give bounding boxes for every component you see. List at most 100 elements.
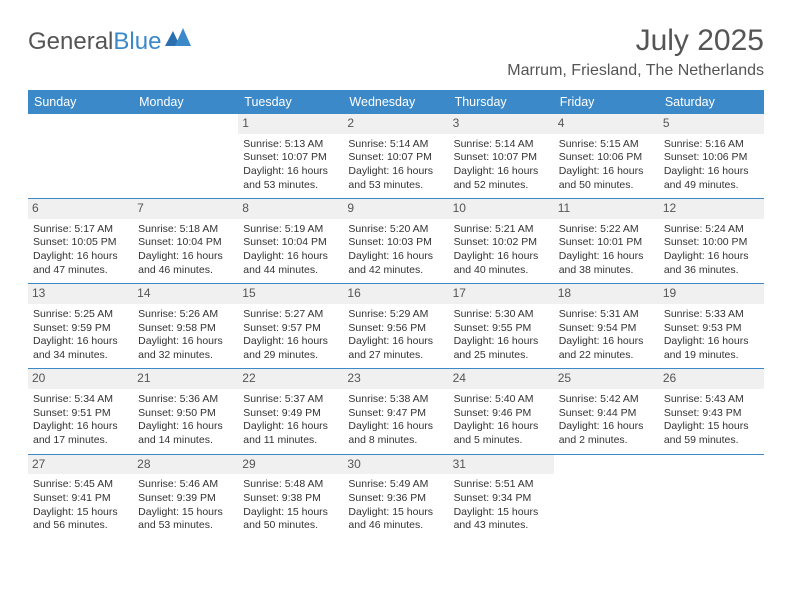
- daylight-text: Daylight: 16 hours: [243, 420, 338, 434]
- day-number: 13: [28, 284, 133, 304]
- sunrise-text: Sunrise: 5:19 AM: [243, 223, 338, 237]
- day-cell: 31Sunrise: 5:51 AMSunset: 9:34 PMDayligh…: [449, 455, 554, 539]
- sunrise-text: Sunrise: 5:38 AM: [348, 393, 443, 407]
- sunrise-text: Sunrise: 5:26 AM: [138, 308, 233, 322]
- sunrise-text: Sunrise: 5:14 AM: [454, 138, 549, 152]
- daylight-text: Daylight: 16 hours: [664, 250, 759, 264]
- day-number: 31: [449, 455, 554, 475]
- sunrise-text: Sunrise: 5:49 AM: [348, 478, 443, 492]
- sunrise-text: Sunrise: 5:25 AM: [33, 308, 128, 322]
- daylight-text: Daylight: 16 hours: [559, 420, 654, 434]
- sunrise-text: Sunrise: 5:45 AM: [33, 478, 128, 492]
- day-cell: 30Sunrise: 5:49 AMSunset: 9:36 PMDayligh…: [343, 455, 448, 539]
- sunrise-text: Sunrise: 5:33 AM: [664, 308, 759, 322]
- week-row: 20Sunrise: 5:34 AMSunset: 9:51 PMDayligh…: [28, 369, 764, 454]
- daylight-text: and 53 minutes.: [243, 179, 338, 193]
- daylight-text: and 19 minutes.: [664, 349, 759, 363]
- daylight-text: Daylight: 15 hours: [138, 506, 233, 520]
- daylight-text: Daylight: 16 hours: [243, 250, 338, 264]
- sunrise-text: Sunrise: 5:16 AM: [664, 138, 759, 152]
- day-number: 19: [659, 284, 764, 304]
- day-cell: 13Sunrise: 5:25 AMSunset: 9:59 PMDayligh…: [28, 284, 133, 368]
- day-number: 16: [343, 284, 448, 304]
- sunrise-text: Sunrise: 5:48 AM: [243, 478, 338, 492]
- daylight-text: Daylight: 16 hours: [664, 165, 759, 179]
- sunset-text: Sunset: 10:04 PM: [243, 236, 338, 250]
- daylight-text: Daylight: 16 hours: [243, 335, 338, 349]
- day-cell: 9Sunrise: 5:20 AMSunset: 10:03 PMDayligh…: [343, 199, 448, 283]
- daylight-text: Daylight: 16 hours: [454, 165, 549, 179]
- day-cell: 8 Sunrise: 5:19 AMSunset: 10:04 PMDayligh…: [238, 199, 343, 283]
- day-number: 8: [238, 199, 343, 219]
- day-number: 28: [133, 455, 238, 475]
- daylight-text: Daylight: 16 hours: [664, 335, 759, 349]
- day-cell: 24Sunrise: 5:40 AMSunset: 9:46 PMDayligh…: [449, 369, 554, 453]
- day-number: 4: [554, 114, 659, 134]
- sunrise-text: Sunrise: 5:29 AM: [348, 308, 443, 322]
- sunrise-text: Sunrise: 5:43 AM: [664, 393, 759, 407]
- day-cell: 19Sunrise: 5:33 AMSunset: 9:53 PMDayligh…: [659, 284, 764, 368]
- daylight-text: Daylight: 16 hours: [559, 335, 654, 349]
- sunset-text: Sunset: 10:07 PM: [348, 151, 443, 165]
- day-cell: 27Sunrise: 5:45 AMSunset: 9:41 PMDayligh…: [28, 455, 133, 539]
- daylight-text: and 50 minutes.: [559, 179, 654, 193]
- sunset-text: Sunset: 9:56 PM: [348, 322, 443, 336]
- sunset-text: Sunset: 10:03 PM: [348, 236, 443, 250]
- day-cell: [554, 455, 659, 539]
- daylight-text: Daylight: 15 hours: [348, 506, 443, 520]
- day-header-cell: Saturday: [659, 90, 764, 114]
- sunrise-text: Sunrise: 5:18 AM: [138, 223, 233, 237]
- day-header-cell: Monday: [133, 90, 238, 114]
- day-cell: 22Sunrise: 5:37 AMSunset: 9:49 PMDayligh…: [238, 369, 343, 453]
- sunrise-text: Sunrise: 5:21 AM: [454, 223, 549, 237]
- day-cell: 18Sunrise: 5:31 AMSunset: 9:54 PMDayligh…: [554, 284, 659, 368]
- sunset-text: Sunset: 10:04 PM: [138, 236, 233, 250]
- sunset-text: Sunset: 10:07 PM: [243, 151, 338, 165]
- daylight-text: and 2 minutes.: [559, 434, 654, 448]
- daylight-text: Daylight: 15 hours: [454, 506, 549, 520]
- day-number: 18: [554, 284, 659, 304]
- daylight-text: and 8 minutes.: [348, 434, 443, 448]
- sunrise-text: Sunrise: 5:24 AM: [664, 223, 759, 237]
- daylight-text: Daylight: 16 hours: [454, 250, 549, 264]
- day-number: 11: [554, 199, 659, 219]
- sunset-text: Sunset: 10:05 PM: [33, 236, 128, 250]
- page-title: July 2025: [507, 24, 764, 58]
- day-cell: 12Sunrise: 5:24 AMSunset: 10:00 PMDaylig…: [659, 199, 764, 283]
- sunrise-text: Sunrise: 5:36 AM: [138, 393, 233, 407]
- day-cell: [28, 114, 133, 198]
- day-number: 22: [238, 369, 343, 389]
- day-cell: 28Sunrise: 5:46 AMSunset: 9:39 PMDayligh…: [133, 455, 238, 539]
- daylight-text: Daylight: 16 hours: [348, 165, 443, 179]
- daylight-text: Daylight: 16 hours: [559, 165, 654, 179]
- daylight-text: and 27 minutes.: [348, 349, 443, 363]
- day-number: 6: [28, 199, 133, 219]
- sunset-text: Sunset: 9:49 PM: [243, 407, 338, 421]
- day-number: 24: [449, 369, 554, 389]
- day-header-cell: Sunday: [28, 90, 133, 114]
- day-number: 5: [659, 114, 764, 134]
- day-cell: 14Sunrise: 5:26 AMSunset: 9:58 PMDayligh…: [133, 284, 238, 368]
- daylight-text: and 47 minutes.: [33, 264, 128, 278]
- day-header-cell: Thursday: [449, 90, 554, 114]
- daylight-text: and 53 minutes.: [138, 519, 233, 533]
- sunset-text: Sunset: 9:39 PM: [138, 492, 233, 506]
- day-cell: 17Sunrise: 5:30 AMSunset: 9:55 PMDayligh…: [449, 284, 554, 368]
- daylight-text: and 56 minutes.: [33, 519, 128, 533]
- sunset-text: Sunset: 10:00 PM: [664, 236, 759, 250]
- daylight-text: and 40 minutes.: [454, 264, 549, 278]
- header: GeneralBlue July 2025 Marrum, Friesland,…: [28, 24, 764, 80]
- day-number: 3: [449, 114, 554, 134]
- sunset-text: Sunset: 9:38 PM: [243, 492, 338, 506]
- daylight-text: and 34 minutes.: [33, 349, 128, 363]
- sunrise-text: Sunrise: 5:13 AM: [243, 138, 338, 152]
- daylight-text: Daylight: 16 hours: [348, 420, 443, 434]
- sunset-text: Sunset: 9:59 PM: [33, 322, 128, 336]
- daylight-text: Daylight: 16 hours: [138, 335, 233, 349]
- day-number: 7: [133, 199, 238, 219]
- day-header-cell: Friday: [554, 90, 659, 114]
- daylight-text: and 11 minutes.: [243, 434, 338, 448]
- day-number: 15: [238, 284, 343, 304]
- daylight-text: and 44 minutes.: [243, 264, 338, 278]
- sunrise-text: Sunrise: 5:15 AM: [559, 138, 654, 152]
